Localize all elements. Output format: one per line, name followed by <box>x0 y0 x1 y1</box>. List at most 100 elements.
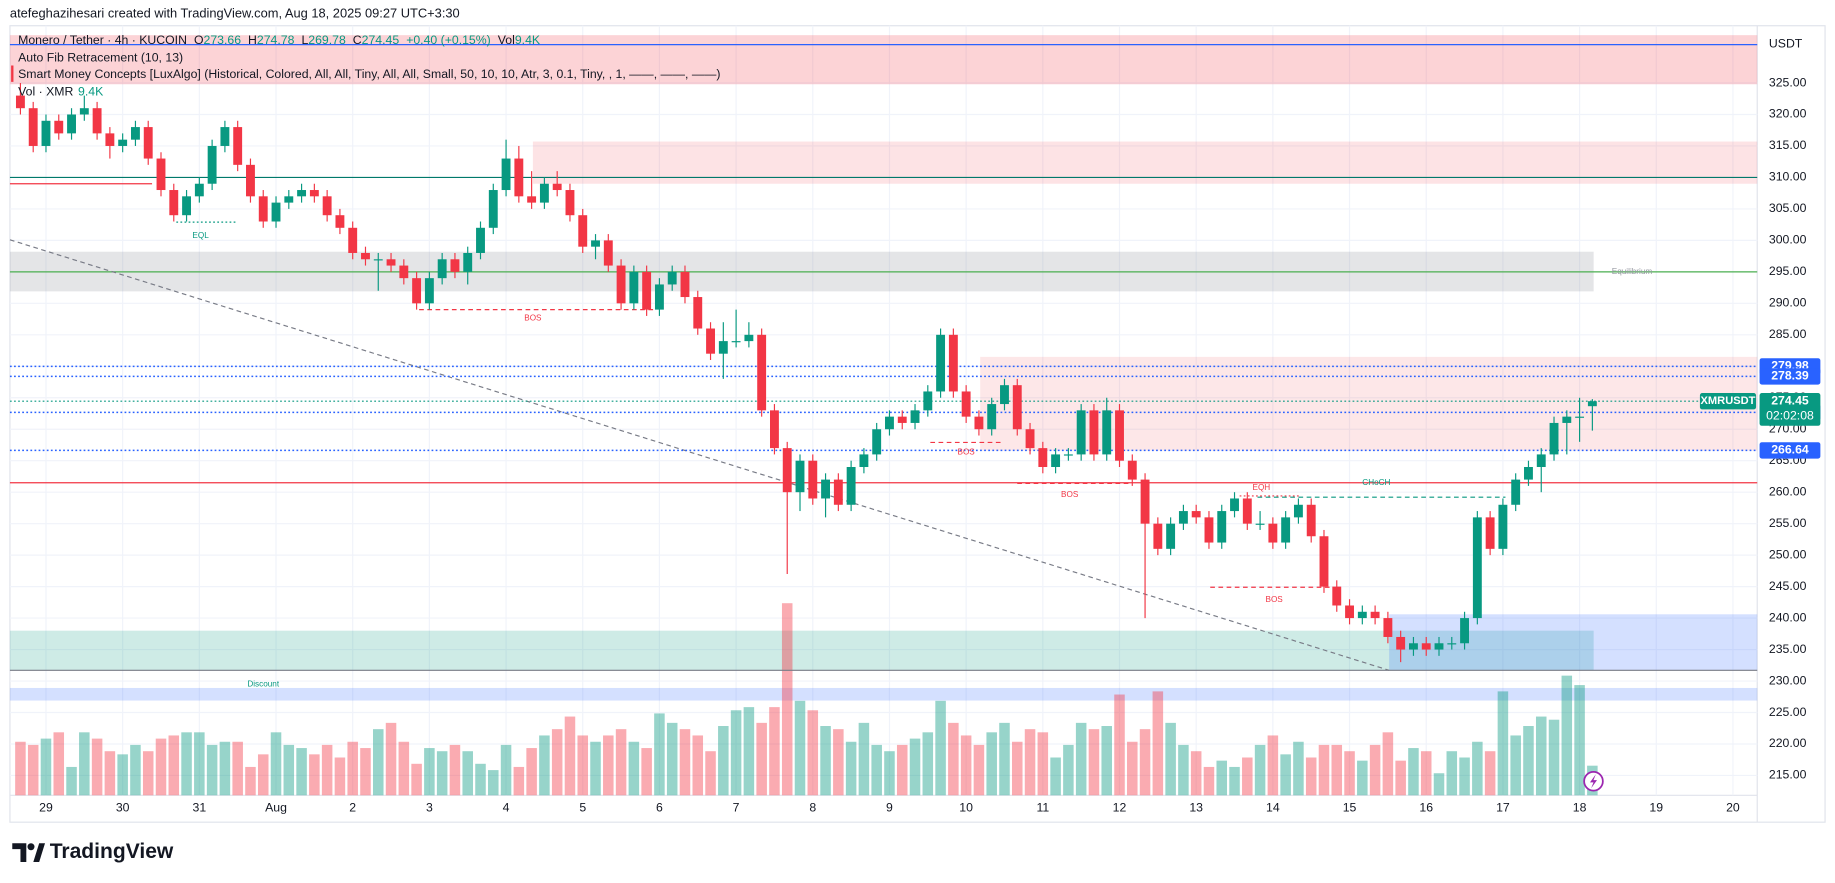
volume-bar <box>666 722 678 796</box>
volume-bar <box>475 763 486 796</box>
volume-bar <box>334 757 346 796</box>
volume-bar <box>1459 757 1470 796</box>
volume-bar <box>1523 726 1534 796</box>
candle-body <box>233 127 243 165</box>
volume-bar <box>705 751 716 796</box>
price-badge-label: 266.64 <box>1771 443 1809 457</box>
volume-bar <box>424 748 435 796</box>
candle-body <box>1498 504 1508 549</box>
volume-bar <box>781 603 793 796</box>
volume-bar <box>654 713 665 796</box>
volume-bar <box>692 735 704 796</box>
legend-item: 274.78 <box>257 33 295 47</box>
volume-bar <box>999 722 1010 796</box>
volume-bar <box>948 722 959 796</box>
candle-body <box>501 158 511 191</box>
candle-body <box>258 196 268 222</box>
volume-bar <box>1127 741 1138 796</box>
volume-bar <box>462 751 473 796</box>
y-tick-label: 235.00 <box>1769 642 1807 656</box>
annotation: BOS <box>524 314 542 323</box>
candle-body <box>105 133 115 146</box>
annotation: Discount <box>247 679 280 688</box>
volume-bar <box>909 738 921 796</box>
volume-bar <box>769 707 780 796</box>
legend-item: 9.4K <box>78 85 104 99</box>
volume-bar <box>206 744 218 796</box>
candle-body <box>936 334 946 392</box>
price-badge <box>1759 442 1821 459</box>
volume-bar <box>270 732 282 796</box>
alert-icon[interactable] <box>1583 771 1604 792</box>
candle-body <box>271 202 281 222</box>
candle-body <box>757 334 767 411</box>
candle-body <box>885 416 894 430</box>
candle-body <box>718 341 728 354</box>
candle-body <box>693 297 703 329</box>
volume-bar <box>1369 744 1381 796</box>
candle-body <box>437 259 447 279</box>
candle-body <box>603 240 613 266</box>
candle-body <box>488 190 498 228</box>
volume-bar <box>628 741 640 796</box>
candle-body <box>1191 511 1201 518</box>
volume-bar <box>1242 757 1253 796</box>
legend-item: H <box>248 33 257 47</box>
zone <box>532 141 1758 184</box>
volume-bar <box>500 744 512 796</box>
volume-bar <box>245 766 256 796</box>
zone <box>9 35 1758 85</box>
volume-bar <box>181 732 192 796</box>
volume-bar <box>309 754 320 796</box>
volume-bar <box>488 770 499 796</box>
y-tick-label: 285.00 <box>1769 327 1807 341</box>
candle-body <box>207 145 217 184</box>
candle-body <box>476 227 485 253</box>
y-tick-label: 255.00 <box>1769 516 1807 530</box>
volume-bar <box>1408 748 1419 796</box>
zone <box>9 630 1594 671</box>
candle-body <box>923 391 933 411</box>
volume-bar <box>1101 726 1112 796</box>
candle-body <box>361 252 370 260</box>
volume-bar <box>590 741 601 796</box>
candle-body <box>731 341 741 343</box>
legend-item: +0.40 (+0.15%) <box>406 33 491 47</box>
volume-bar <box>449 744 461 796</box>
volume-bar <box>219 741 231 796</box>
candle-body <box>1357 611 1367 619</box>
candle-body <box>1293 504 1303 518</box>
volume-bar <box>1139 729 1151 796</box>
volume-bar <box>168 735 180 796</box>
volume-bar <box>1088 729 1100 796</box>
volume-bar <box>436 751 448 796</box>
legend-row: Smart Money Concepts [LuxAlgo] (Historic… <box>18 67 720 81</box>
candle-body <box>450 259 460 272</box>
price-badge <box>1759 368 1821 385</box>
volume-bar <box>564 716 576 796</box>
volume-bar <box>973 744 985 796</box>
volume-bar <box>1382 732 1394 796</box>
volume-bar <box>641 748 652 796</box>
candle-body <box>79 108 89 115</box>
legend-item: Auto Fib Retracement (10, 13) <box>18 51 183 65</box>
volume-bar <box>1063 744 1074 796</box>
countdown-label: 02:02:08 <box>1766 409 1814 423</box>
candle-body <box>182 196 192 216</box>
volume-bar <box>1535 716 1547 796</box>
volume-bar <box>986 732 997 796</box>
candle-body <box>667 271 677 285</box>
x-tick-label: 18 <box>1573 800 1587 814</box>
candle-body <box>769 410 779 449</box>
candle-body <box>1396 636 1406 650</box>
x-tick-label: 15 <box>1343 800 1357 814</box>
volume-bar <box>79 732 90 796</box>
volume-bar <box>66 766 77 796</box>
volume-bar <box>756 722 767 796</box>
annotation: EQL <box>192 231 209 240</box>
volume-bar <box>1190 751 1202 796</box>
candle-body <box>399 265 409 279</box>
volume-bar <box>1114 694 1125 796</box>
candle-body <box>948 334 958 392</box>
candle-body <box>348 227 358 253</box>
